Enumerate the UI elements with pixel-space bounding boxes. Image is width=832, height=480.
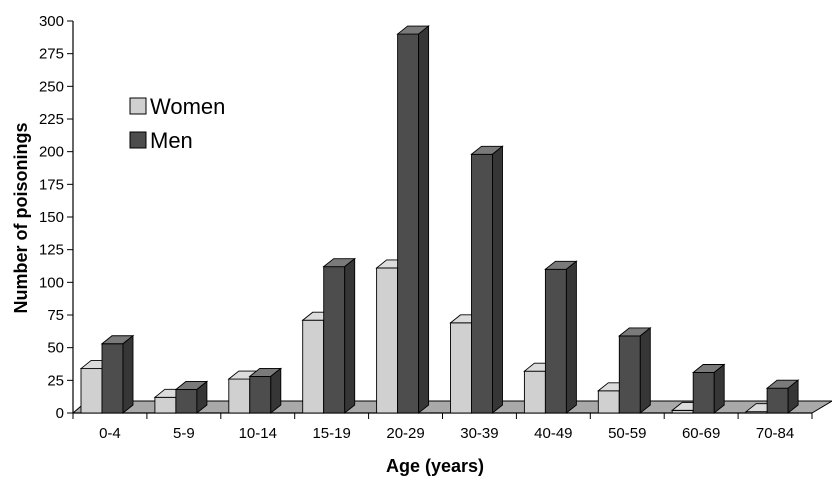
bar-men-0-4 [100,334,135,414]
y-axis-title: Number of poisonings [11,123,31,314]
x-tick-label: 70-84 [756,425,794,442]
bar-men-30-39 [470,145,504,414]
bar-men-10-14 [248,367,283,414]
x-tick-labels: 0-4 5-9 10-14 15-19 20-29 30-39 40-49 50-59 60-6… [99,425,794,442]
bar-men-5-9 [174,380,209,414]
bar-men-70-84 [765,379,800,414]
y-tick-label: 50 [47,340,64,357]
y-tick-label: 25 [47,372,64,389]
x-tick-label: 50-59 [608,425,646,442]
bar-men-40-49 [544,260,578,414]
legend-label-men: Men [150,128,193,153]
bar-men-20-29 [396,25,430,414]
y-tick-label: 0 [56,405,64,422]
legend: Women Men [129,94,225,153]
y-tick-label: 75 [47,307,64,324]
legend-label-women: Women [150,94,225,119]
y-tick-label: 300 [39,13,64,30]
y-tick-label: 125 [39,242,64,259]
x-axis-title: Age (years) [386,456,484,476]
x-tick-label: 20-29 [386,425,424,442]
y-tick-label: 250 [39,78,64,95]
y-tick-label: 200 [39,144,64,161]
y-tick-label: 150 [39,209,64,226]
x-tick-label: 10-14 [239,425,277,442]
x-tick-label: 5-9 [173,425,195,442]
y-tick-label: 225 [39,111,64,128]
x-tick-label: 60-69 [682,425,720,442]
y-tick-label: 100 [39,274,64,291]
bar-men-50-59 [618,326,652,414]
bar-men-15-19 [322,257,356,414]
x-tick-label: 30-39 [460,425,498,442]
x-tick-label: 0-4 [99,425,121,442]
x-tick-label: 40-49 [534,425,572,442]
bars [79,25,800,414]
legend-swatch-women [129,97,147,115]
x-tick-label: 15-19 [312,425,350,442]
y-tick-labels: 0 25 50 75 100 125 150 175 200 225 250 275 300 [39,13,64,422]
axes [67,20,813,419]
bar-men-60-69 [691,363,726,414]
y-tick-label: 275 [39,46,64,63]
y-tick-label: 175 [39,176,64,193]
legend-swatch-men [129,131,147,149]
